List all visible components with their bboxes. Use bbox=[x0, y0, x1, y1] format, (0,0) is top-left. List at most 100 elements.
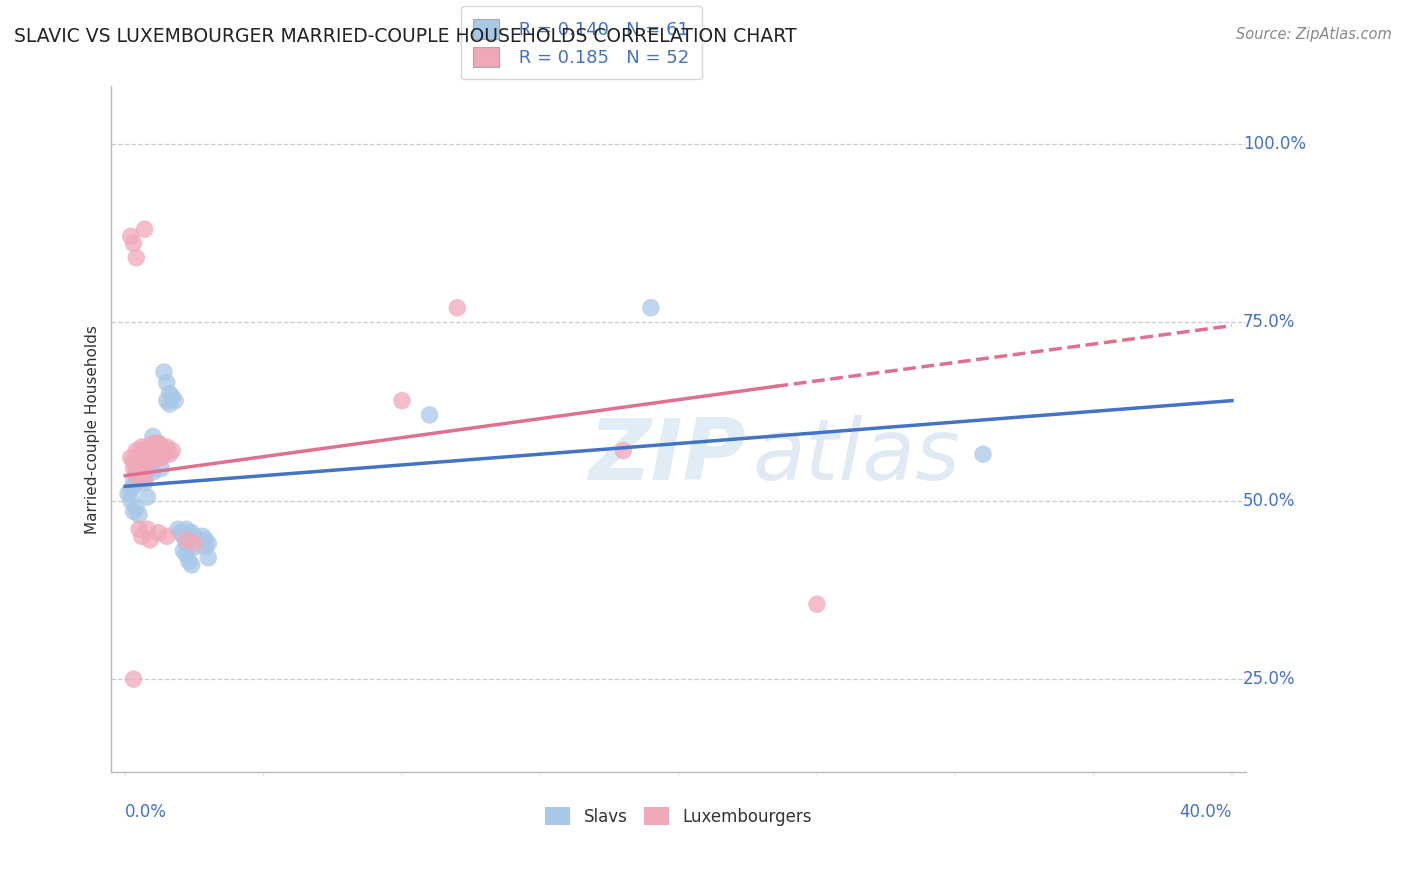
Text: 25.0%: 25.0% bbox=[1243, 670, 1295, 689]
Point bbox=[165, 393, 187, 408]
Text: 50.0%: 50.0% bbox=[1243, 491, 1295, 509]
Point bbox=[145, 450, 167, 465]
Point bbox=[122, 472, 145, 486]
Point bbox=[156, 440, 179, 454]
Point bbox=[122, 504, 145, 518]
Point bbox=[183, 540, 205, 554]
Point bbox=[125, 465, 148, 479]
Text: ZIP: ZIP bbox=[588, 415, 745, 498]
Point bbox=[150, 450, 173, 465]
Point bbox=[153, 365, 176, 379]
Text: Source: ZipAtlas.com: Source: ZipAtlas.com bbox=[1236, 27, 1392, 42]
Point bbox=[156, 376, 179, 390]
Text: 75.0%: 75.0% bbox=[1243, 313, 1295, 331]
Point bbox=[122, 479, 145, 493]
Point bbox=[134, 472, 156, 486]
Y-axis label: Married-couple Households: Married-couple Households bbox=[86, 325, 100, 533]
Point bbox=[142, 436, 165, 450]
Point bbox=[180, 525, 202, 540]
Point bbox=[174, 522, 197, 536]
Point bbox=[142, 429, 165, 443]
Point bbox=[166, 522, 188, 536]
Point bbox=[142, 454, 165, 468]
Point bbox=[139, 443, 162, 458]
Point bbox=[169, 525, 191, 540]
Point bbox=[131, 465, 153, 479]
Text: SLAVIC VS LUXEMBOURGER MARRIED-COUPLE HOUSEHOLDS CORRELATION CHART: SLAVIC VS LUXEMBOURGER MARRIED-COUPLE HO… bbox=[14, 27, 797, 45]
Legend: Slavs, Luxembourgers: Slavs, Luxembourgers bbox=[538, 801, 818, 832]
Point bbox=[128, 522, 150, 536]
Point bbox=[128, 447, 150, 461]
Point bbox=[136, 465, 159, 479]
Point bbox=[122, 454, 145, 468]
Point bbox=[148, 450, 170, 465]
Point bbox=[131, 529, 153, 543]
Point bbox=[120, 483, 142, 497]
Point bbox=[131, 440, 153, 454]
Point bbox=[806, 597, 828, 611]
Point bbox=[128, 461, 150, 475]
Point bbox=[120, 493, 142, 508]
Point bbox=[148, 447, 170, 461]
Point bbox=[125, 454, 148, 468]
Point bbox=[128, 508, 150, 522]
Point bbox=[142, 465, 165, 479]
Point bbox=[139, 533, 162, 547]
Point bbox=[172, 529, 194, 543]
Point bbox=[972, 447, 994, 461]
Point bbox=[156, 393, 179, 408]
Point bbox=[177, 554, 200, 568]
Point bbox=[139, 461, 162, 475]
Point bbox=[142, 447, 165, 461]
Text: atlas: atlas bbox=[752, 415, 960, 498]
Point bbox=[122, 672, 145, 686]
Point bbox=[419, 408, 441, 422]
Point bbox=[172, 543, 194, 558]
Point bbox=[125, 475, 148, 490]
Point bbox=[125, 500, 148, 515]
Point bbox=[122, 236, 145, 251]
Point bbox=[446, 301, 468, 315]
Point bbox=[117, 486, 139, 500]
Point bbox=[136, 454, 159, 468]
Point bbox=[174, 547, 197, 561]
Point bbox=[174, 533, 197, 547]
Point bbox=[136, 454, 159, 468]
Point bbox=[134, 443, 156, 458]
Point bbox=[162, 443, 184, 458]
Point bbox=[136, 522, 159, 536]
Point bbox=[153, 447, 176, 461]
Point bbox=[148, 436, 170, 450]
Point bbox=[139, 450, 162, 465]
Point bbox=[191, 529, 214, 543]
Point bbox=[177, 533, 200, 547]
Point bbox=[128, 450, 150, 465]
Point bbox=[136, 440, 159, 454]
Point bbox=[183, 536, 205, 550]
Point bbox=[194, 540, 217, 554]
Point bbox=[125, 468, 148, 483]
Point bbox=[197, 536, 219, 550]
Point bbox=[640, 301, 662, 315]
Text: 40.0%: 40.0% bbox=[1180, 803, 1232, 821]
Point bbox=[194, 533, 217, 547]
Point bbox=[125, 251, 148, 265]
Point bbox=[134, 447, 156, 461]
Point bbox=[134, 475, 156, 490]
Point bbox=[134, 458, 156, 472]
Point bbox=[139, 454, 162, 468]
Point bbox=[131, 454, 153, 468]
Point bbox=[128, 458, 150, 472]
Point bbox=[197, 550, 219, 565]
Point bbox=[391, 393, 413, 408]
Point bbox=[120, 450, 142, 465]
Point bbox=[159, 386, 181, 401]
Point bbox=[136, 443, 159, 458]
Point bbox=[134, 454, 156, 468]
Text: 0.0%: 0.0% bbox=[125, 803, 167, 821]
Point bbox=[142, 443, 165, 458]
Point bbox=[148, 436, 170, 450]
Point bbox=[162, 390, 184, 404]
Point bbox=[612, 443, 634, 458]
Point bbox=[148, 525, 170, 540]
